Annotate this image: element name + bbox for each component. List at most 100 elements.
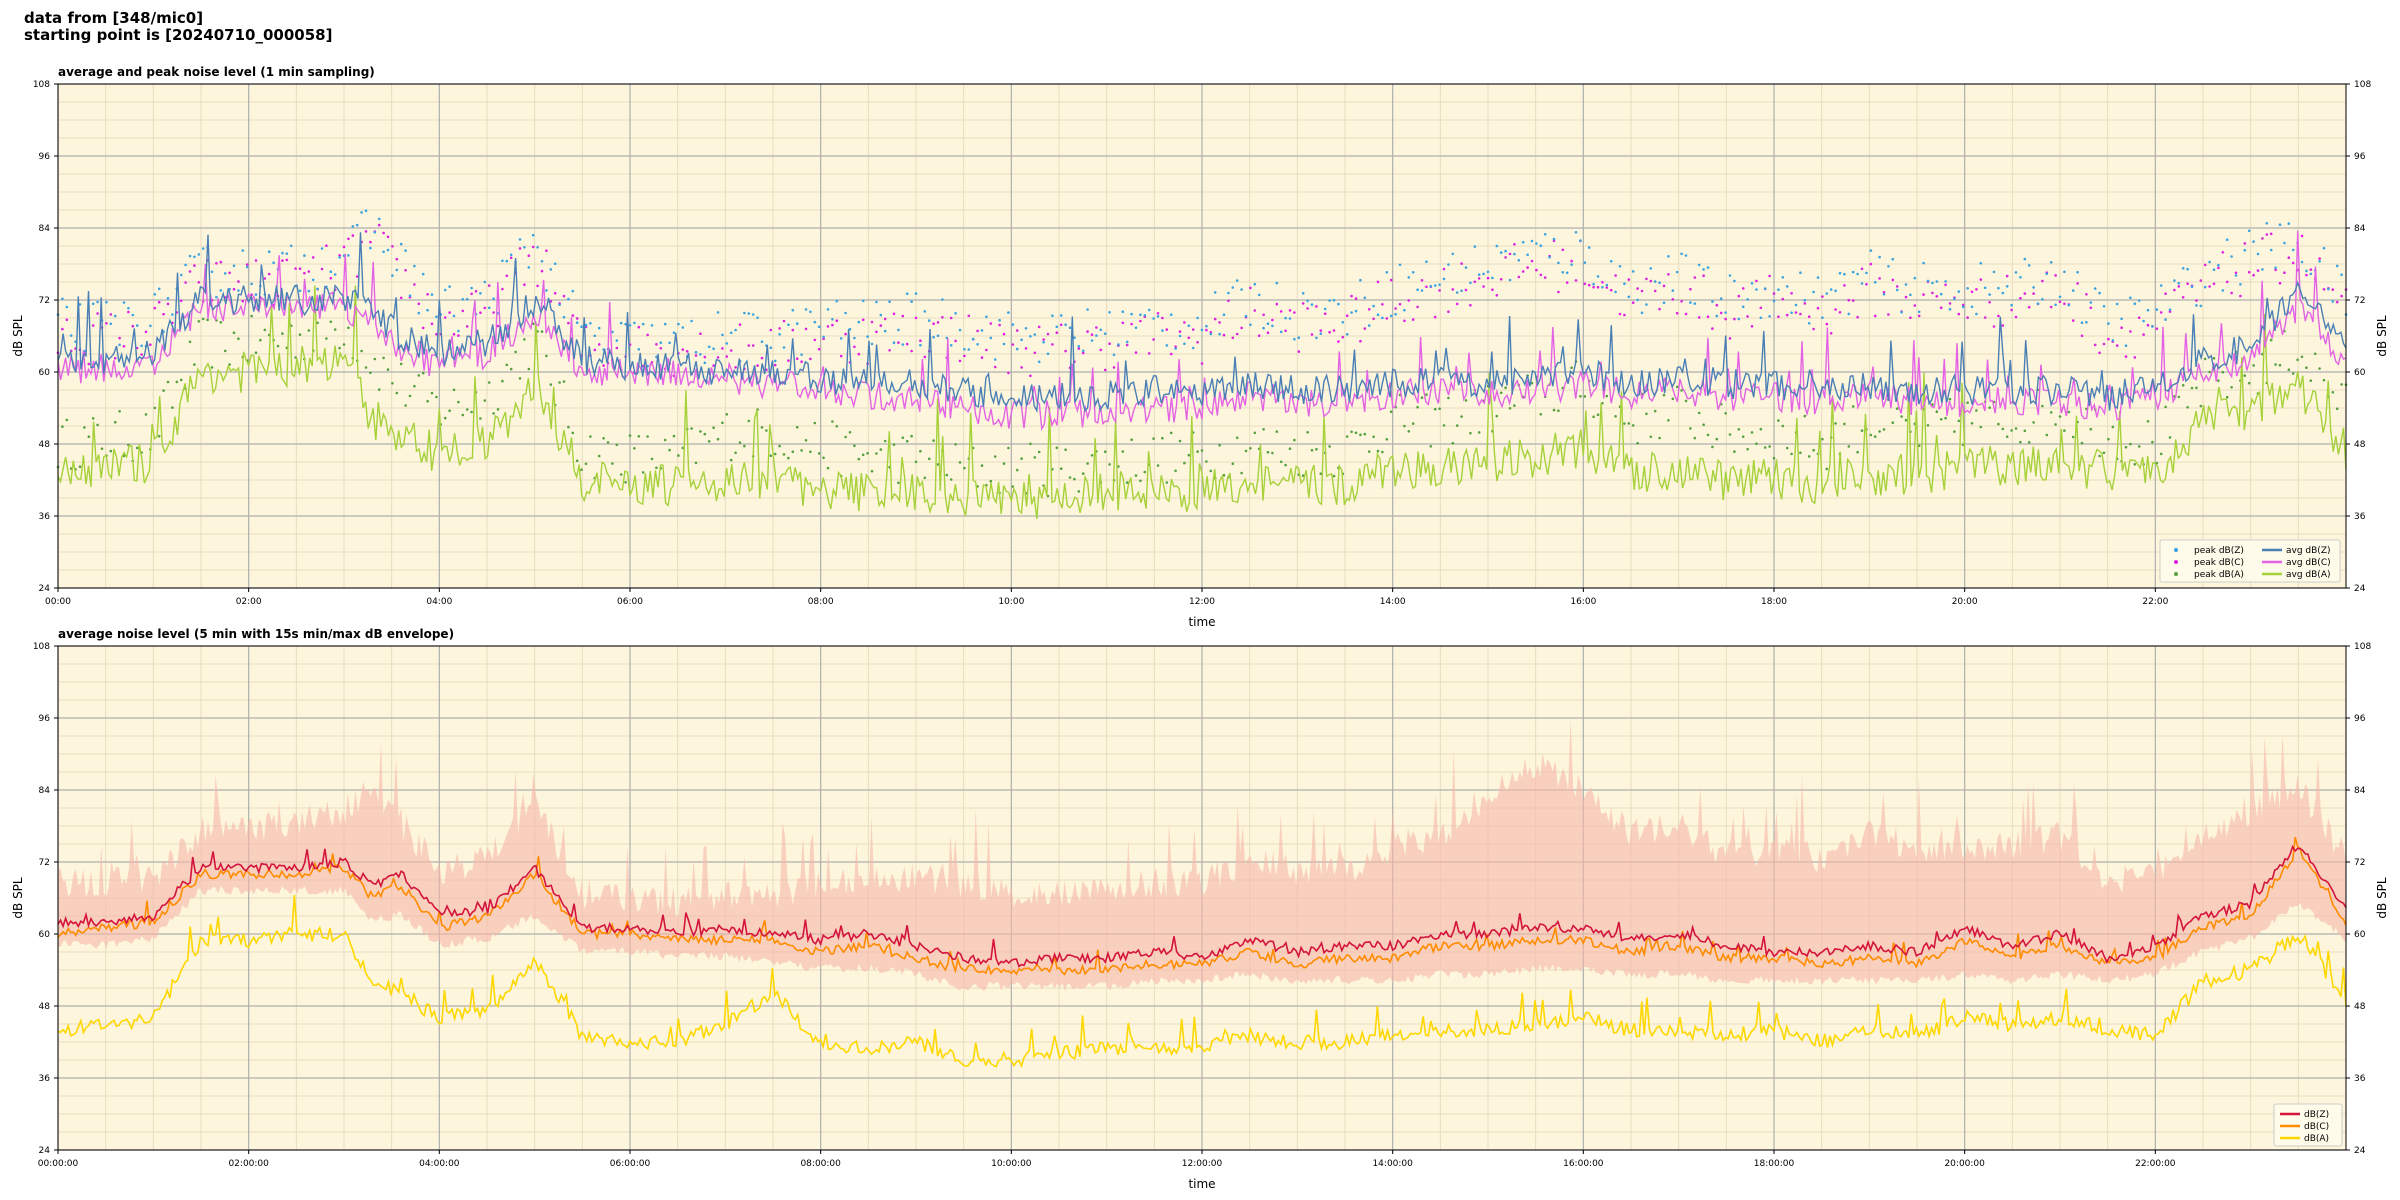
peak-point <box>1834 422 1837 425</box>
peak-point <box>452 332 456 336</box>
peak-point <box>897 328 900 332</box>
peak-point <box>1843 284 1846 287</box>
peak-point <box>2058 295 2062 299</box>
peak-point <box>144 330 148 334</box>
peak-point <box>703 355 707 359</box>
peak-point <box>413 264 416 268</box>
peak-point <box>2115 302 2119 306</box>
peak-point <box>2247 229 2251 233</box>
x-tick-label: 18:00:00 <box>1754 1159 1795 1169</box>
peak-point <box>245 263 249 266</box>
peak-point <box>1592 415 1595 419</box>
peak-point <box>1403 319 1406 323</box>
peak-point <box>575 321 579 325</box>
peak-point <box>1244 449 1248 453</box>
peak-point <box>2195 299 2198 302</box>
peak-point <box>2212 268 2216 272</box>
peak-point <box>1460 289 1463 293</box>
peak-point <box>1416 288 1419 292</box>
peak-point <box>2309 268 2313 271</box>
peak-point <box>571 289 575 293</box>
peak-point <box>985 315 988 319</box>
peak-point <box>681 348 685 351</box>
peak-point <box>470 292 473 296</box>
peak-point <box>307 289 311 293</box>
peak-point <box>1689 287 1692 291</box>
peak-point <box>1328 330 1331 334</box>
peak-point <box>2225 238 2229 241</box>
peak-point <box>61 425 64 428</box>
peak-point <box>1319 472 1323 476</box>
peak-point <box>1649 435 1653 439</box>
peak-noise-chart: 24 24 36 36 48 48 60 60 72 72 84 84 96 96 108 108 00:00 0… <box>11 65 2389 629</box>
peak-point <box>817 347 821 351</box>
peak-point <box>1917 444 1921 448</box>
peak-point <box>113 314 117 318</box>
chart-title: average noise level (5 min with 15s min/… <box>58 627 454 641</box>
peak-point <box>1161 329 1164 332</box>
peak-point <box>65 305 69 309</box>
peak-point <box>800 353 803 356</box>
y-tick-label-right: 72 <box>2354 296 2365 306</box>
peak-point <box>78 303 82 306</box>
peak-point <box>2322 378 2326 382</box>
peak-point <box>1284 329 1287 333</box>
peak-point <box>2177 285 2181 288</box>
peak-point <box>1614 415 1617 418</box>
peak-point <box>817 452 821 455</box>
peak-point <box>1605 283 1609 287</box>
peak-point <box>1570 259 1573 263</box>
peak-point <box>2093 287 2097 290</box>
peak-point <box>131 313 135 317</box>
peak-point <box>351 234 355 237</box>
peak-point <box>1728 433 1732 436</box>
peak-point <box>1667 254 1670 258</box>
peak-point <box>342 343 346 346</box>
peak-point <box>118 336 121 340</box>
peak-point <box>1623 282 1626 286</box>
peak-point <box>2010 303 2013 307</box>
legend-item: dB(C) <box>2304 1122 2329 1132</box>
peak-point <box>1768 274 1771 278</box>
peak-point <box>1662 393 1666 397</box>
legend-item: avg dB(A) <box>2286 570 2330 580</box>
peak-point <box>2173 279 2176 282</box>
peak-point <box>1548 255 1551 259</box>
peak-point <box>391 382 394 385</box>
peak-point <box>1469 281 1472 285</box>
peak-point <box>461 413 465 417</box>
peak-point <box>1367 450 1371 453</box>
peak-point <box>1684 399 1688 403</box>
y-tick-label-right: 84 <box>2354 224 2366 234</box>
peak-point <box>1328 445 1331 448</box>
peak-point <box>1306 307 1309 310</box>
peak-point <box>1605 286 1609 289</box>
peak-point <box>1372 317 1375 321</box>
peak-point <box>699 430 702 433</box>
peak-point <box>149 324 152 328</box>
peak-point <box>694 461 698 465</box>
peak-point <box>215 262 218 265</box>
peak-point <box>1799 312 1802 316</box>
peak-point <box>2283 241 2286 245</box>
peak-point <box>404 249 407 252</box>
peak-point <box>347 326 350 330</box>
peak-point <box>342 245 346 249</box>
peak-point <box>157 434 161 438</box>
peak-point <box>1253 282 1257 286</box>
peak-point <box>171 313 174 316</box>
peak-point <box>1451 441 1455 445</box>
peak-point <box>1130 438 1133 442</box>
peak-point <box>1948 397 1952 401</box>
peak-point <box>1671 289 1675 292</box>
peak-point <box>848 431 852 434</box>
peak-point <box>355 223 359 227</box>
x-axis-label: time <box>1188 1177 1215 1191</box>
peak-point <box>1205 328 1208 332</box>
peak-point <box>580 325 583 329</box>
peak-point <box>1416 405 1419 409</box>
peak-point <box>1821 295 1824 298</box>
peak-point <box>1469 303 1472 307</box>
peak-point <box>2300 260 2304 264</box>
peak-point <box>672 434 676 438</box>
